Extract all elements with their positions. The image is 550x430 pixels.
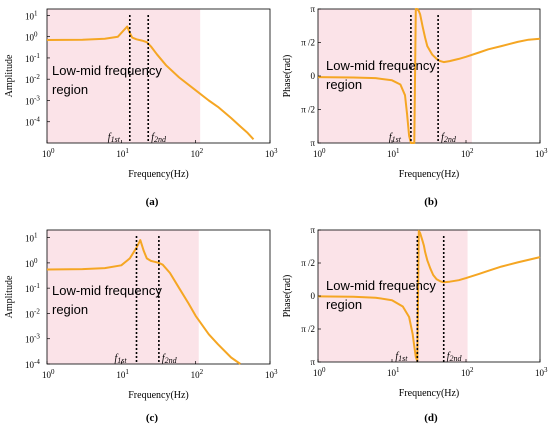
f1-marker-label: f1st (115, 353, 128, 365)
y-tick-label: 10-1 (25, 282, 40, 294)
region-shade (47, 230, 199, 364)
panel-a: 100 101 102 103 101 100 10-1 10-2 10-3 10-4 Freque… (4, 8, 278, 208)
x-tick-label: 102 (461, 366, 474, 378)
region-label-line2: region (326, 297, 362, 312)
panel-caption: (b) (424, 196, 438, 208)
x-tick-label: 100 (313, 366, 326, 378)
f1-marker-label: f1st (108, 132, 121, 144)
f2-marker-label: f2nd (441, 132, 457, 144)
panel-d: 100 101 102 103 π π /2 0 π /2 π Frequency(Hz) Phas… (282, 225, 548, 424)
x-tick-label: 103 (265, 147, 278, 159)
panel-caption: (d) (424, 412, 438, 424)
f2-marker-label: f2nd (151, 132, 167, 144)
region-label-line1: Low-mid frequency (52, 63, 162, 78)
axes-frame (46, 8, 271, 144)
region-label-line1: Low-mid frequency (326, 278, 436, 293)
x-tick-label: 101 (387, 366, 400, 378)
x-tick-label: 100 (313, 147, 326, 159)
panel-c: 100 101 102 103 101 100 10-1 10-2 10-3 10-4 Freque… (4, 229, 278, 424)
x-tick-label: 101 (116, 147, 129, 159)
region-label-line2: region (326, 77, 362, 92)
f1-marker-label: f1st (389, 132, 402, 144)
y-axis-label: Phase(rad) (282, 275, 293, 318)
series-line (317, 229, 541, 363)
region-label-line1: Low-mid frequency (52, 283, 162, 298)
panel-caption: (c) (146, 412, 159, 424)
panel-b: 100 101 102 103 π π /2 0 π /2 π Frequency(Hz) Phas… (282, 4, 548, 208)
y-tick-label: 10-4 (25, 116, 40, 128)
x-tick-label: 102 (191, 368, 204, 380)
series-line (46, 239, 241, 365)
y-tick-label: π /2 (301, 258, 315, 268)
panel-caption: (a) (146, 196, 159, 208)
y-tick-label: π (310, 357, 315, 367)
x-tick-label: 103 (535, 366, 548, 378)
y-tick-label: π (310, 138, 315, 148)
y-axis-label: Amplitude (4, 275, 15, 318)
y-tick-label: 101 (25, 232, 38, 244)
x-tick-label: 100 (42, 147, 55, 159)
x-tick-label: 101 (387, 147, 400, 159)
y-tick-label: 0 (311, 71, 316, 81)
f1-marker-label: f1st (395, 351, 408, 363)
series-line (46, 25, 255, 140)
y-axis-label: Phase(rad) (282, 55, 293, 98)
y-tick-label: 0 (311, 291, 316, 301)
region-label-line1: Low-mid frequency (326, 58, 436, 73)
x-tick-label: 102 (191, 147, 204, 159)
series-line (317, 8, 541, 144)
f2-marker-label: f2nd (447, 351, 463, 363)
y-tick-label: π (310, 4, 315, 14)
region-label-line2: region (52, 302, 88, 317)
x-tick-label: 103 (265, 368, 278, 380)
y-tick-label: 10-1 (25, 52, 40, 64)
axes-frame (46, 229, 271, 365)
y-tick-label: 10-3 (25, 333, 40, 345)
x-axis-label: Frequency(Hz) (128, 390, 189, 401)
x-tick-label: 100 (42, 368, 55, 380)
y-tick-label: 10-3 (25, 94, 40, 106)
y-tick-label: 101 (25, 9, 38, 21)
y-tick-label: π /2 (301, 105, 315, 115)
y-tick-label: π /2 (301, 38, 315, 48)
y-axis-label: Amplitude (4, 54, 15, 97)
x-axis-label: Frequency(Hz) (399, 388, 460, 399)
y-tick-label: 100 (25, 31, 38, 43)
y-tick-label: π /2 (301, 324, 315, 334)
x-axis-label: Frequency(Hz) (399, 169, 460, 180)
y-tick-label: 10-4 (25, 358, 40, 370)
x-tick-label: 101 (116, 368, 129, 380)
y-tick-label: 10-2 (25, 73, 40, 85)
region-label-line2: region (52, 82, 88, 97)
region-shade (318, 9, 472, 143)
x-tick-label: 103 (535, 147, 548, 159)
y-tick-label: π (310, 225, 315, 235)
y-tick-label: 100 (25, 257, 38, 269)
f2-marker-label: f2nd (162, 353, 178, 365)
x-tick-label: 102 (461, 147, 474, 159)
y-tick-label: 10-2 (25, 307, 40, 319)
x-axis-label: Frequency(Hz) (128, 169, 189, 180)
